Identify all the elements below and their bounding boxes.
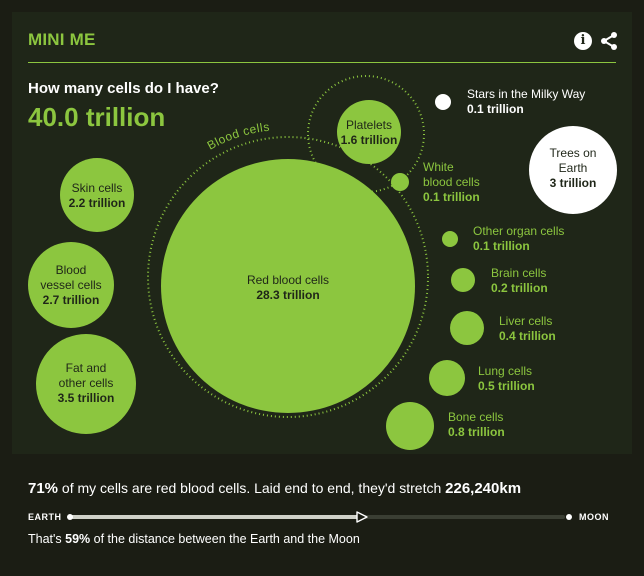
dist-pre: That's [28,532,66,546]
liver-cells-bubble [450,311,484,345]
trees-earth-value: 3 trillion [549,176,597,190]
trees-earth-bubble [529,126,617,214]
other-organ-cells-bubble [442,231,458,247]
blood-vessel-cells-value: 2.7 trillion [42,293,100,307]
share-icon[interactable] [599,31,619,51]
stat-distance: 226,240km [445,480,522,497]
earth-dot [67,514,73,520]
liver-cells-label: Liver cells 0.4 trillion [499,314,556,344]
moon-dot [566,514,572,520]
blood-vessel-cells-bubble [28,242,114,328]
lung-cells-name: Lung cells [478,364,533,378]
white-blood-cells-name-1: White [423,160,454,174]
dist-post: of the distance between the Earth and th… [90,532,360,546]
bubble-chart: Blood cells [28,75,617,450]
bone-cells-label: Bone cells 0.8 trillion [448,410,505,440]
stars-milky-way-name: Stars in the Milky Way [467,87,586,101]
brain-cells-name: Brain cells [491,266,547,280]
fat-other-cells-label: Fat and other cells 3.5 trillion [41,361,131,406]
brain-cells-bubble [451,268,475,292]
info-icon[interactable]: i [574,32,592,50]
distance-track [70,515,565,519]
red-blood-cells-name: Red blood cells [246,273,330,287]
fat-other-cells-name-2: other cells [58,376,114,390]
brain-cells-label: Brain cells 0.2 trillion [491,266,548,296]
platelets-value: 1.6 trillion [340,133,398,147]
other-organ-cells-name: Other organ cells [473,224,565,238]
blood-vessel-cells-name-1: Blood [55,263,87,277]
red-blood-cells-bubble [161,159,415,413]
liver-cells-value: 0.4 trillion [499,329,556,343]
white-blood-cells-label: White blood cells 0.1 trillion [423,160,480,205]
skin-cells-label: Skin cells 2.2 trillion [57,181,137,211]
white-blood-cells-name-2: blood cells [423,175,480,189]
bone-cells-bubble [386,402,434,450]
dist-percent: 59% [65,532,91,546]
stat-percent: 71% [28,480,59,497]
widget-title: MINI ME [28,30,96,49]
stars-milky-way-bubble [435,94,451,110]
trees-earth-name-1: Trees on [549,146,597,160]
other-organ-cells-label: Other organ cells 0.1 trillion [473,224,564,254]
stat-text: of my cells are red blood cells. Laid en… [58,480,446,496]
skin-cells-value: 2.2 trillion [68,196,126,210]
lung-cells-value: 0.5 trillion [478,379,535,393]
red-blood-cells-value: 28.3 trillion [256,288,320,302]
blood-vessel-cells-label: Blood vessel cells 2.7 trillion [26,263,116,308]
question-text: How many cells do I have? [28,80,219,97]
fat-other-cells-bubble [36,334,136,434]
skin-cells-bubble [60,158,134,232]
red-cell-stat: 71% of my cells are red blood cells. Lai… [28,480,521,497]
distance-marker-icon [356,511,368,523]
infographic-card: MINI ME i How many cells do I have? 40.0… [12,12,632,454]
blood-vessel-cells-name-2: vessel cells [40,278,102,292]
lung-cells-label: Lung cells 0.5 trillion [478,364,535,394]
trees-earth-name-2: Earth [558,161,588,175]
header-divider [28,62,616,63]
red-blood-cells-label: Red blood cells 28.3 trillion [208,273,368,303]
stars-milky-way-value: 0.1 trillion [467,102,524,116]
total-cells: 40.0 trillion [28,102,166,132]
earth-label: EARTH [28,512,62,522]
bone-cells-value: 0.8 trillion [448,425,505,439]
lung-cells-bubble [429,360,465,396]
platelets-bubble [337,100,401,164]
stars-milky-way-label: Stars in the Milky Way 0.1 trillion [467,87,585,117]
fat-other-cells-name-1: Fat and [65,361,107,375]
moon-label: MOON [579,512,609,522]
blood-cells-group-label: Blood cells [205,120,271,153]
skin-cells-name: Skin cells [71,181,123,195]
distance-panel: 71% of my cells are red blood cells. Lai… [12,466,632,564]
white-blood-cells-bubble [391,173,409,191]
trees-earth-label: Trees on Earth 3 trillion [528,146,618,191]
platelets-label: Platelets 1.6 trillion [329,118,409,148]
platelets-name: Platelets [345,118,393,132]
white-blood-cells-value: 0.1 trillion [423,190,480,204]
bone-cells-name: Bone cells [448,410,504,424]
other-organ-cells-value: 0.1 trillion [473,239,530,253]
platelets-group-ring [307,75,425,193]
liver-cells-name: Liver cells [499,314,553,328]
blood-cells-group-ring [147,136,429,418]
distance-sentence: That's 59% of the distance between the E… [28,532,360,546]
brain-cells-value: 0.2 trillion [491,281,548,295]
distance-track-fill [70,515,362,519]
fat-other-cells-value: 3.5 trillion [57,391,115,405]
